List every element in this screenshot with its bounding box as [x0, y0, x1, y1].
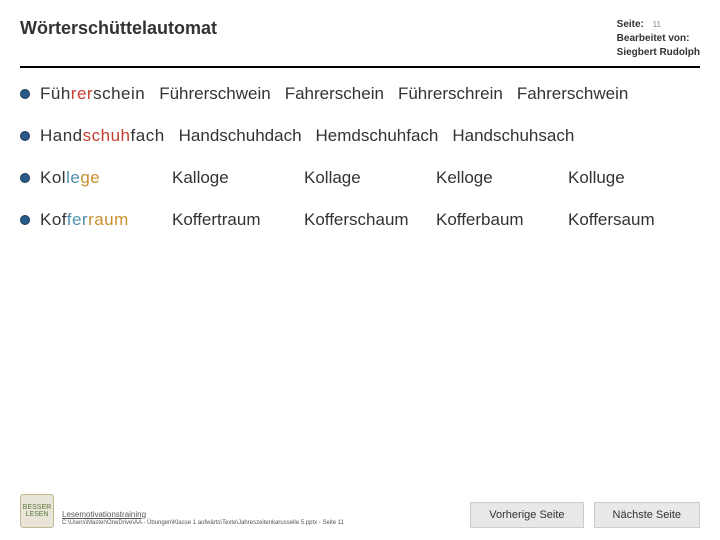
word: Führerschein [40, 84, 145, 104]
word: Führerschrein [398, 84, 503, 104]
word-fragment: Fahrerschein [285, 84, 384, 103]
bullet-icon [20, 173, 30, 183]
word-group: Führerschein Führerschwein Fahrerschein Füh… [40, 84, 628, 104]
word: Führerschwein [159, 84, 271, 104]
word-fragment: Kofferbaum [436, 210, 524, 229]
word-group: KollegeKallogeKollageKellogeKolluge [40, 168, 700, 188]
word: Koffersaum [568, 210, 700, 230]
word: Handschuhsach [452, 126, 574, 146]
word-fragment: ge [80, 168, 100, 187]
footer: BESSER LESEN Lesemotivationstraining C:\… [20, 494, 700, 528]
word-group: KofferraumKoffertraumKofferschaumKofferb… [40, 210, 700, 230]
edited-by: Siegbert Rudolph [617, 46, 700, 60]
page-number: 11 [653, 20, 661, 29]
word: Handschuhfach [40, 126, 165, 146]
word-fragment: Kol [40, 168, 66, 187]
bullet-icon [20, 89, 30, 99]
header: Wörterschüttelautomat Seite: 11 Bearbeit… [20, 18, 700, 68]
word-fragment: Fahrerschwein [517, 84, 629, 103]
word-fragment: fer [67, 210, 88, 229]
edited-label: Bearbeitet von: [617, 32, 700, 46]
footer-buttons: Vorherige Seite Nächste Seite [470, 502, 700, 528]
content: Führerschein Führerschwein Fahrerschein Füh… [20, 84, 700, 230]
header-meta: Seite: 11 Bearbeitet von: Siegbert Rudol… [617, 18, 700, 60]
word-row: KollegeKallogeKollageKellogeKolluge [20, 168, 700, 188]
logo-text: BESSER LESEN [21, 504, 53, 518]
word-row: Handschuhfach Handschuhdach Hemdschuhfach H… [20, 126, 700, 146]
word-fragment: le [66, 168, 80, 187]
footer-left: BESSER LESEN Lesemotivationstraining C:\… [20, 494, 344, 528]
word-fragment: Hemdschuhfach [316, 126, 439, 145]
footer-motto: Lesemotivationstraining [62, 510, 344, 520]
word: Kelloge [436, 168, 568, 188]
footer-path: C:\Users\Master\OneDrive\AA - Übungen\Kl… [62, 520, 344, 528]
word-fragment: Füh [40, 84, 71, 103]
bullet-icon [20, 215, 30, 225]
word-fragment: Koffertraum [172, 210, 261, 229]
word-group: Handschuhfach Handschuhdach Hemdschuhfach H… [40, 126, 574, 146]
word: Fahrerschein [285, 84, 384, 104]
word-fragment: Kelloge [436, 168, 493, 187]
word-fragment: Hand [40, 126, 83, 145]
footer-text: Lesemotivationstraining C:\Users\Master\… [62, 510, 344, 528]
word-fragment: Kolluge [568, 168, 625, 187]
bullet-icon [20, 131, 30, 141]
word: Kofferschaum [304, 210, 436, 230]
word: Koffertraum [172, 210, 304, 230]
page-title: Wörterschüttelautomat [20, 18, 217, 39]
word: Fahrerschwein [517, 84, 629, 104]
logo-icon: BESSER LESEN [20, 494, 54, 528]
word-fragment: schein [93, 84, 145, 103]
word-fragment: Kofferschaum [304, 210, 409, 229]
next-button[interactable]: Nächste Seite [594, 502, 700, 528]
word-fragment: rer [71, 84, 93, 103]
prev-button[interactable]: Vorherige Seite [470, 502, 583, 528]
word: Kalloge [172, 168, 304, 188]
word: Hemdschuhfach [316, 126, 439, 146]
word-fragment: Koffersaum [568, 210, 655, 229]
word-fragment: Handschuhsach [452, 126, 574, 145]
word: Kofferraum [40, 210, 172, 230]
word-fragment: Kalloge [172, 168, 229, 187]
word: Kolluge [568, 168, 700, 188]
page-label: Seite: [617, 18, 644, 32]
word: Kollege [40, 168, 172, 188]
word-fragment: Kollage [304, 168, 361, 187]
word-fragment: raum [88, 210, 129, 229]
word-fragment: Führerschrein [398, 84, 503, 103]
word: Kofferbaum [436, 210, 568, 230]
word-fragment: Führerschwein [159, 84, 271, 103]
word-row: Führerschein Führerschwein Fahrerschein Füh… [20, 84, 700, 104]
word: Handschuhdach [179, 126, 302, 146]
word-fragment: fach [131, 126, 165, 145]
word-fragment: schuh [83, 126, 131, 145]
slide: Wörterschüttelautomat Seite: 11 Bearbeit… [0, 0, 720, 540]
word: Kollage [304, 168, 436, 188]
word-fragment: Handschuhdach [179, 126, 302, 145]
word-fragment: Kof [40, 210, 67, 229]
word-row: KofferraumKoffertraumKofferschaumKofferb… [20, 210, 700, 230]
